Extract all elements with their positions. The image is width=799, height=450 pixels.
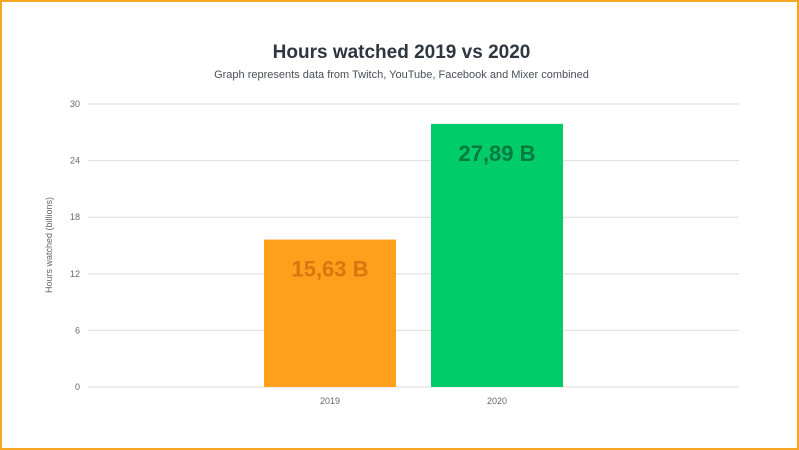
data-label-2020: 27,89 B	[458, 141, 535, 166]
grid-lines	[88, 103, 739, 388]
y-axis-label: Hours watched (billions)	[44, 197, 54, 293]
x-axis-ticks: 2019 2020	[320, 396, 507, 406]
y-tick-label: 12	[70, 269, 80, 279]
y-tick-label: 18	[70, 212, 80, 222]
y-tick-label: 6	[75, 325, 80, 335]
bar-2019	[264, 239, 396, 387]
x-tick-label: 2019	[320, 396, 340, 406]
y-tick-label: 0	[75, 382, 80, 392]
x-tick-label: 2020	[487, 396, 507, 406]
chart-subtitle: Graph represents data from Twitch, YouTu…	[214, 69, 589, 81]
chart-title: Hours watched 2019 vs 2020	[272, 42, 531, 63]
bar-2020	[431, 123, 563, 388]
y-tick-label: 24	[70, 156, 80, 166]
y-axis-ticks: 0 6 12 18 24 30	[70, 99, 80, 392]
data-label-2019: 15,63 B	[291, 257, 368, 282]
y-tick-label: 30	[70, 99, 80, 109]
bars: 15,63 B 27,89 B	[264, 123, 563, 388]
